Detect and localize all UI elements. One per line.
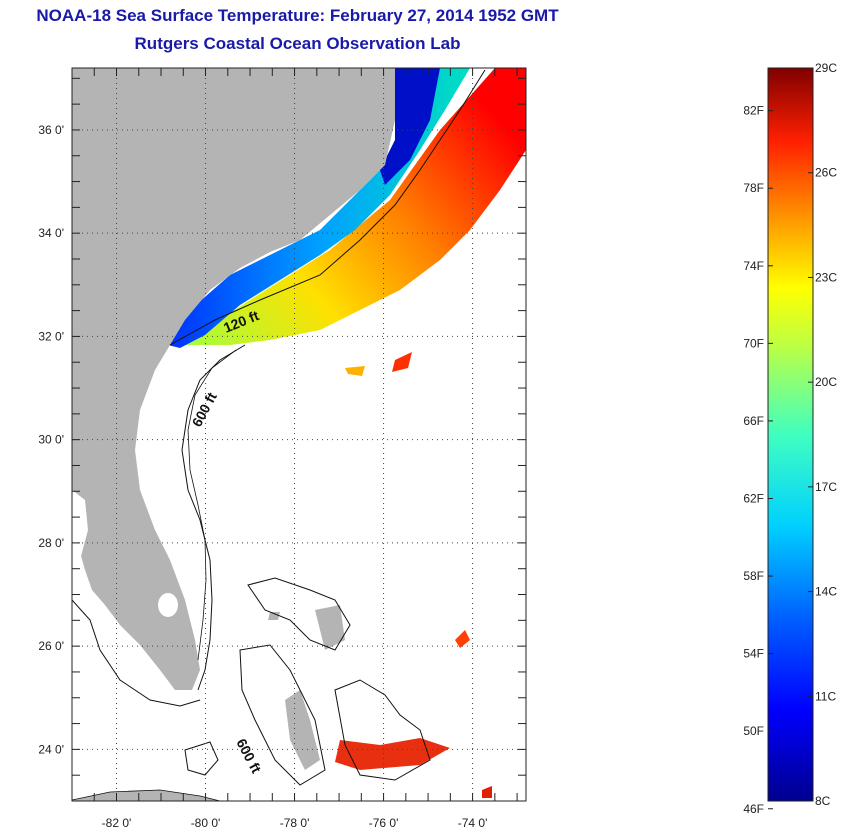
lat-tick-label: 36 0' [38,123,64,137]
map-title: NOAA-18 Sea Surface Temperature: Februar… [36,6,559,25]
colorbar-celsius-label: 20C [815,375,837,389]
colorbar-celsius-label: 14C [815,585,837,599]
colorbar-celsius-label: 23C [815,270,837,284]
lat-tick-label: 34 0' [38,226,64,240]
sst-patch [345,366,365,376]
colorbar-fahrenheit-labels: 82F 78F 74F 70F 66F 62F 58F 54F 50F 46F [743,104,764,816]
colorbar-fahrenheit-label: 78F [743,181,764,195]
sst-patch [482,786,492,798]
land-bahamas [285,690,320,770]
colorbar-fahrenheit-label: 62F [743,491,764,505]
colorbar-fahrenheit-label: 74F [743,259,764,273]
colorbar-fahrenheit-label: 46F [743,802,764,816]
contour-bahamas [247,577,351,651]
sst-patch [455,630,470,648]
colorbar-celsius-label: 29C [815,61,837,75]
sst-patch [335,738,450,770]
land-gulf-coast [72,490,88,565]
colorbar-fahrenheit-label: 66F [743,414,764,428]
lat-tick-label: 26 0' [38,639,64,653]
sst-warm-band [180,68,526,345]
colorbar-celsius-label: 17C [815,480,837,494]
lat-tick-label: 28 0' [38,536,64,550]
map-subtitle: Rutgers Coastal Ocean Observation Lab [134,34,461,53]
map-grid [72,68,526,801]
lon-tick-label: -74 0' [458,816,488,830]
land-bahamas [315,605,345,650]
lat-tick-label: 32 0' [38,329,64,343]
lon-tick-label: -78 0' [280,816,310,830]
sst-coastal-band [168,68,470,348]
lat-tick-label: 24 0' [38,742,64,756]
latitude-labels: 36 0' 34 0' 32 0' 30 0' 28 0' 26 0' 24 0' [38,123,64,756]
axis-ticks [71,68,526,802]
contour-600ft-inner [187,349,237,661]
lon-tick-label: -82 0' [102,816,132,830]
contour-120ft [169,69,486,346]
lon-tick-label: -80 0' [191,816,221,830]
lat-tick-label: 30 0' [38,433,64,447]
sst-patch [392,352,412,372]
longitude-labels: -82 0' -80 0' -78 0' -76 0' -74 0' [102,816,488,830]
contour-bahamas [239,644,326,786]
land-mainland [72,68,395,690]
contour-bahamas [334,679,431,781]
land-bahamas [268,612,280,620]
temperature-colorbar [767,67,814,802]
colorbar-celsius-label: 26C [815,166,837,180]
colorbar-fahrenheit-label: 50F [743,724,764,738]
colorbar-fahrenheit-label: 54F [743,647,764,661]
colorbar-fahrenheit-label: 58F [743,569,764,583]
colorbar-fahrenheit-label: 70F [743,336,764,350]
colorbar-celsius-label: 11C [815,689,836,703]
map-border [71,67,527,802]
colorbar-celsius-labels: 29C 26C 23C 20C 17C 14C 11C 8C [815,61,837,808]
colorbar-celsius-label: 8C [815,794,831,808]
contour-600ft [181,344,246,691]
lon-tick-label: -76 0' [369,816,399,830]
colorbar-ticks [768,67,813,810]
colorbar-fahrenheit-label: 82F [743,104,764,118]
contour-keys [72,599,201,707]
lake-okeechobee [158,593,178,617]
